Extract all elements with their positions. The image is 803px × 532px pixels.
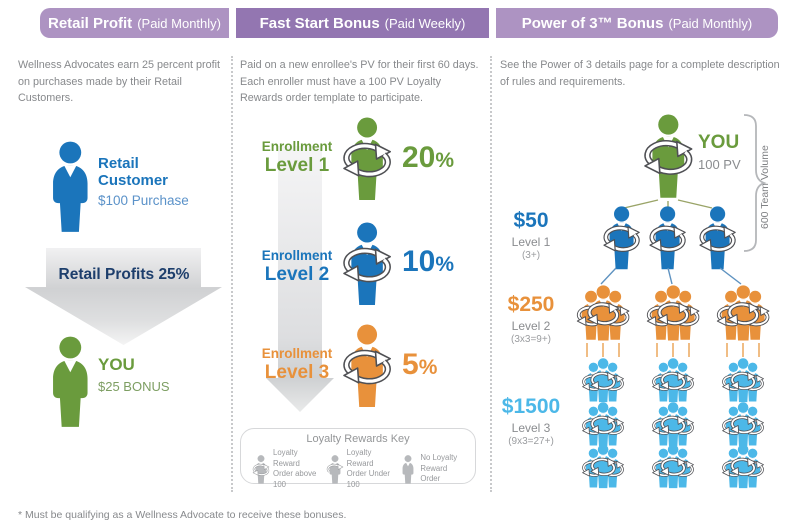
power-of-3-header: Power of 3™ Bonus (Paid Monthly) [496,8,778,38]
level-3-percent-sign: % [418,356,438,379]
retail-customer-label: Retail Customer $100 Purchase [98,155,189,208]
power3-level-2-math: (3x3=9+) [510,333,552,345]
power3-level-2-label: $250 Level 2 (3x3=9+) [496,292,566,346]
loyalty-order-above-100-icon [253,455,269,484]
qualification-footnote: * Must be qualifying as a Wellness Advoc… [18,509,347,521]
key-item-no-order-line2: Reward Order [420,463,448,484]
enrollment-level-3-line1: Enrollment [261,346,333,361]
fast-start-bonus-header: Fast Start Bonus (Paid Weekly) [236,8,489,38]
key-item-under-100-text: Loyalty Reward Order Under 100 [347,448,401,490]
you-bonus: $25 BONUS [98,379,170,394]
power-of-3-header-title: Power of 3™ Bonus [521,14,664,32]
level-3-percent: 5% [402,348,492,382]
loyalty-rewards-key-box: Loyalty Rewards Key Loyalty Reward Order… [240,428,476,489]
enrollment-levels-down-arrow [266,146,334,412]
key-item-under-100: Loyalty Reward Order Under 100 [327,448,401,490]
enrollment-level-2-line1: Enrollment [261,248,333,263]
level-3-loyalty-person-icon [344,324,390,408]
you-person-icon [53,336,88,427]
retail-profits-arrow-label: Retail Profits 25% [58,266,190,283]
power3-you-pv: 100 PV [698,157,741,172]
level3-groups [583,358,764,488]
team-volume-brace [743,114,767,252]
loyalty-order-under-100-icon [327,455,343,484]
team-volume-label: 600 Team Volume [759,145,771,229]
power3-you-label: YOU [698,132,740,153]
fast-start-header-sub: (Paid Weekly) [384,15,466,31]
retail-profit-header-title: Retail Profit [48,14,133,32]
retail-customer-label-line2: Customer [98,172,169,190]
loyalty-rewards-key-items: Loyalty Reward Order above 100 Loyalty R… [241,445,475,490]
power-of-3-team-tree [500,114,800,492]
enrollment-level-2-line2: Level 2 [264,264,330,286]
enrollment-level-1-line1: Enrollment [261,139,333,154]
key-item-above-100-line1: Loyalty Reward [273,448,300,468]
power3-level-2-name: Level 2 [511,319,551,334]
retail-profit-down-arrow [25,248,222,345]
power-of-3-description: See the Power of 3 details page for a co… [500,59,780,88]
retail-customer-label-line1: Retail [98,155,139,172]
key-item-no-order-text: No Loyalty Reward Order [420,453,465,485]
level-2-loyalty-person-icon [344,222,390,306]
key-item-no-order: No Loyalty Reward Order [400,448,465,490]
key-item-above-100-text: Loyalty Reward Order above 100 [273,448,327,490]
level-2-percent-value: 10 [402,245,436,278]
enrollment-level-1-label: Enrollment Level 1 [240,139,354,178]
power3-level-1-name: Level 1 [511,235,551,250]
power3-level-2-amount: $250 [507,293,555,316]
level-1-percent-sign: % [435,149,455,172]
fast-start-description: Paid on a new enrollee's PV for their fi… [240,59,479,105]
power3-level-3-amount: $1500 [501,395,561,418]
enrollment-level-3-line2: Level 3 [264,362,330,384]
level1-to-level2-lines [600,267,742,285]
key-item-under-100-line2: Order Under 100 [346,469,390,489]
level-3-percent-value: 5 [402,348,419,381]
power3-level-1-math: (3+) [521,249,541,261]
key-item-above-100-line2: Order above 100 [273,469,317,489]
retail-profit-description: Wellness Advocates earn 25 percent profi… [18,59,221,105]
level-1-percent: 20% [402,141,492,175]
retail-profit-header: Retail Profit (Paid Monthly) [40,8,229,38]
power3-you-label-block: YOU 100 PV [698,132,741,172]
key-item-under-100-line1: Loyalty Reward [346,448,374,468]
enrollment-level-2-label: Enrollment Level 2 [240,248,354,287]
power3-you-person-icon [645,115,692,198]
level-1-percent-value: 20 [402,141,436,174]
level-2-percent-sign: % [435,253,455,276]
power-of-3-header-sub: (Paid Monthly) [668,15,753,31]
no-loyalty-order-icon [402,454,414,484]
you-label: YOU [98,355,135,374]
level-1-loyalty-person-icon [344,117,390,201]
level-2-percent: 10% [402,245,492,279]
power3-level-1-label: $50 Level 1 (3+) [496,208,566,262]
you-label-block: YOU $25 BONUS [98,355,170,394]
enrollment-level-3-label: Enrollment Level 3 [240,346,354,385]
fast-start-header-title: Fast Start Bonus [259,14,380,32]
power3-level-3-math: (9x3=27+) [508,435,554,447]
level1-persons [604,206,735,269]
key-item-no-order-line1: No Loyalty [420,453,458,463]
power3-level-1-amount: $50 [513,209,549,232]
loyalty-rewards-key-title: Loyalty Rewards Key [306,433,410,445]
level2-to-level3-lines [586,343,760,357]
retail-profit-header-sub: (Paid Monthly) [137,15,221,31]
column-separator-left [231,56,233,492]
retail-customer-person-icon [53,141,88,232]
power3-level-3-label: $1500 Level 3 (9x3=27+) [496,394,566,448]
power3-level-3-name: Level 3 [511,421,551,436]
key-item-above-100: Loyalty Reward Order above 100 [253,448,327,490]
retail-customer-purchase: $100 Purchase [98,192,189,208]
column-separator-right [490,56,492,492]
level2-groups [577,285,769,340]
enrollment-level-1-line2: Level 1 [264,155,330,177]
